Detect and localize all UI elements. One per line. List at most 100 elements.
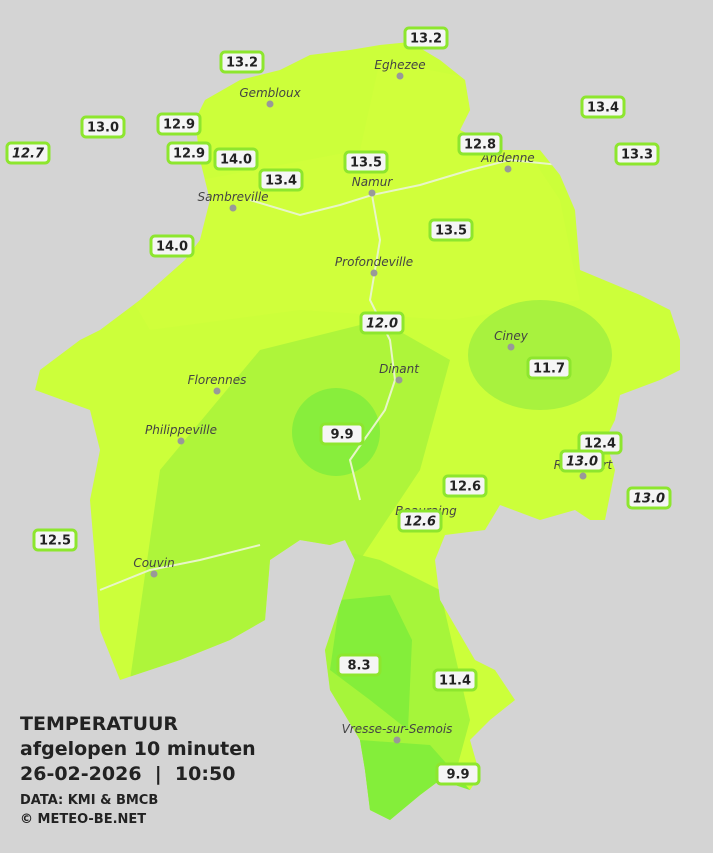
station-box: [258, 168, 304, 192]
station-label: 12.9: [163, 118, 195, 133]
city-label: Couvin: [133, 556, 174, 570]
station-box: [614, 142, 660, 166]
info-datetime: 26-02-2026 | 10:50: [20, 763, 235, 785]
river: [249, 193, 397, 501]
station: 13.0: [80, 115, 126, 139]
station-box: [166, 141, 212, 165]
stations: 13.2 13.2 13.4 13.0 12.9 12.7 12.8 13.3 12.9 14.0…: [5, 26, 672, 786]
station-label: 12.6: [404, 515, 436, 530]
station-label: 11.7: [533, 362, 565, 377]
station: 14.0: [213, 147, 259, 171]
zone-ciney: [468, 300, 612, 410]
station: 8.3: [336, 653, 382, 677]
station: 12.6: [397, 509, 443, 533]
station: 13.5: [343, 150, 389, 174]
station-box: [343, 150, 389, 174]
station-label: 13.0: [566, 455, 598, 470]
station: 13.4: [258, 168, 304, 192]
river: [99, 544, 261, 591]
station-box: [432, 668, 478, 692]
city-dot: [395, 376, 403, 384]
station-label: 13.5: [350, 156, 382, 171]
city-label: Sambreville: [197, 190, 268, 204]
station-label: 9.9: [446, 768, 469, 783]
station: 13.0: [626, 486, 672, 510]
station-label: 14.0: [156, 240, 188, 255]
city-label: Vresse-sur-Semois: [342, 722, 453, 736]
station-box: [526, 356, 572, 380]
station: 13.3: [614, 142, 660, 166]
station-label: 12.0: [366, 317, 398, 332]
city-dot: [579, 472, 587, 480]
station-box: [403, 26, 449, 50]
city-label: Philippeville: [145, 423, 217, 437]
station-label: 12.6: [449, 480, 481, 495]
city-dot: [504, 165, 512, 173]
info-title: TEMPERATUUR: [20, 713, 178, 735]
station-box: [580, 95, 626, 119]
station-box: [626, 486, 672, 510]
station: 13.5: [428, 218, 474, 242]
city-label: Dinant: [379, 362, 420, 376]
station-box: [359, 311, 405, 335]
city-dot: [213, 387, 221, 395]
station-box: [397, 509, 443, 533]
station-label: 13.4: [587, 101, 619, 116]
station-box: [428, 218, 474, 242]
station-label: 14.0: [220, 153, 252, 168]
station-box: [457, 132, 503, 156]
city-dot: [266, 100, 274, 108]
station: 11.4: [432, 668, 478, 692]
city-dot: [177, 437, 185, 445]
station: 9.9: [435, 762, 481, 786]
station-label: 12.9: [173, 147, 205, 162]
station-label: 13.0: [87, 121, 119, 136]
station: 13.2: [219, 50, 265, 74]
station: 12.8: [457, 132, 503, 156]
city-dot: [396, 72, 404, 80]
station: 12.0: [359, 311, 405, 335]
city-dot: [368, 189, 376, 197]
station: 13.0: [559, 449, 605, 473]
station-box: [32, 528, 78, 552]
city-dot: [150, 570, 158, 578]
station: 12.9: [166, 141, 212, 165]
station-box: [156, 112, 202, 136]
station: 12.5: [32, 528, 78, 552]
station-label: 13.3: [621, 148, 653, 163]
station-label: 12.8: [464, 138, 496, 153]
city-label: Profondeville: [335, 255, 413, 269]
station-box: [149, 234, 195, 258]
city-dot: [393, 736, 401, 744]
station-label: 13.4: [265, 174, 297, 189]
station-box: [219, 50, 265, 74]
city-label: Eghezee: [374, 58, 425, 72]
city-dot: [507, 343, 515, 351]
station-label: 13.0: [633, 492, 665, 507]
info-subtitle: afgelopen 10 minuten: [20, 738, 256, 760]
station: 14.0: [149, 234, 195, 258]
station-box: [336, 653, 382, 677]
station-label: 12.5: [39, 534, 71, 549]
station-box: [559, 449, 605, 473]
station-box: [442, 474, 488, 498]
city-label: Gembloux: [239, 86, 301, 100]
river: [371, 158, 561, 196]
station-label: 12.4: [584, 437, 616, 452]
city-dot: [370, 269, 378, 277]
station-box: [213, 147, 259, 171]
station-box: [435, 762, 481, 786]
station-label: 9.9: [330, 428, 353, 443]
city-label: Florennes: [188, 373, 247, 387]
station-label: 13.2: [410, 32, 442, 47]
station: 12.7: [5, 141, 51, 165]
station: 11.7: [526, 356, 572, 380]
station-label: 13.5: [435, 224, 467, 239]
station: 12.6: [442, 474, 488, 498]
station: 13.4: [580, 95, 626, 119]
zone-warmest: [90, 60, 580, 330]
city-label: Namur: [352, 175, 394, 189]
station-box: [5, 141, 51, 165]
station: 12.9: [156, 112, 202, 136]
